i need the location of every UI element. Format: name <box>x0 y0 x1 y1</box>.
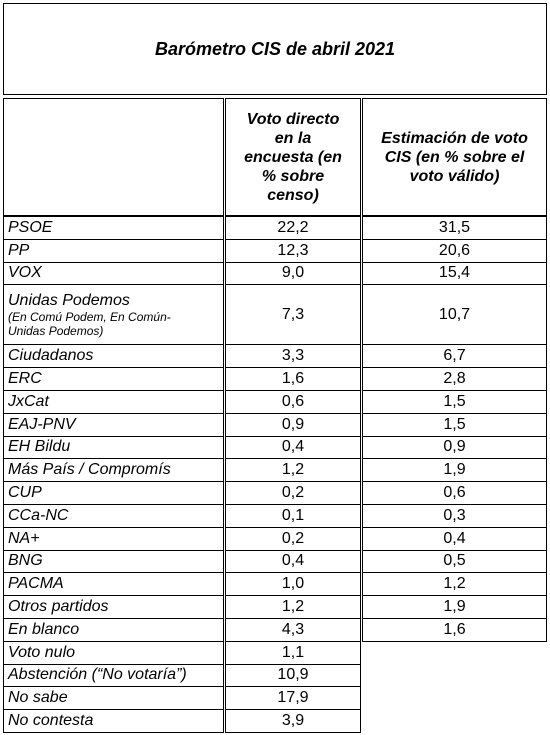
party-cell: Abstención (“No votaría”) <box>3 663 224 688</box>
estimate-vote: 1,2 <box>362 572 547 597</box>
party-cell: En blanco <box>3 618 224 642</box>
party-name: Ciudadanos <box>8 347 94 365</box>
direct-vote: 0,4 <box>225 435 361 460</box>
party-name: En blanco <box>8 620 80 638</box>
party-name: No contesta <box>8 712 94 730</box>
party-cell: Ciudadanos <box>3 344 224 369</box>
party-cell: Voto nulo <box>3 640 224 665</box>
party-cell: JxCat <box>3 390 224 414</box>
direct-vote: 1,2 <box>225 595 361 619</box>
title: Barómetro CIS de abril 2021 <box>154 38 396 59</box>
direct-vote: 1,6 <box>225 367 361 391</box>
estimate-vote: 0,9 <box>362 435 547 460</box>
party-name: EH Bildu <box>8 438 71 456</box>
party-name: Más País / Compromís <box>8 461 171 479</box>
party-cell: EH Bildu <box>3 435 224 460</box>
direct-vote: 22,2 <box>225 216 361 240</box>
party-note: (En Comú Podem, En Común-Unidas Podemos) <box>8 309 171 338</box>
direct-vote: 0,1 <box>225 504 361 528</box>
estimate-vote: 6,7 <box>362 344 547 369</box>
estimate-vote: 31,5 <box>362 216 547 240</box>
party-cell: CUP <box>3 481 224 505</box>
party-cell: Más País / Compromís <box>3 458 224 483</box>
party-cell: ERC <box>3 367 224 391</box>
party-name: Voto nulo <box>8 643 76 661</box>
party-cell: PSOE <box>3 216 224 240</box>
estimate-vote: 20,6 <box>362 238 547 263</box>
direct-vote: 4,3 <box>225 618 361 642</box>
party-name: PSOE <box>8 218 53 236</box>
party-cell: Otros partidos <box>3 595 224 619</box>
estimate-vote: 15,4 <box>362 261 547 286</box>
party-cell: No contesta <box>3 709 224 733</box>
header-empty <box>3 98 224 216</box>
direct-vote: 0,2 <box>225 481 361 505</box>
party-cell: No sabe <box>3 686 224 711</box>
party-cell: EAJ-PNV <box>3 412 224 437</box>
party-cell: Unidas Podemos (En Comú Podem, En Común-U… <box>3 284 224 346</box>
party-cell: PP <box>3 238 224 263</box>
direct-vote: 17,9 <box>225 686 361 711</box>
party-cell: PACMA <box>3 572 224 597</box>
estimate-vote: 1,5 <box>362 390 547 414</box>
estimate-vote: 1,6 <box>362 618 547 642</box>
party-name: NA+ <box>8 529 40 547</box>
direct-vote: 0,2 <box>225 526 361 551</box>
party-name: PP <box>8 241 30 259</box>
direct-vote: 10,9 <box>225 663 361 688</box>
estimate-vote: 1,5 <box>362 412 547 437</box>
direct-vote: 1,0 <box>225 572 361 597</box>
party-name: ERC <box>8 370 42 388</box>
direct-vote: 0,6 <box>225 390 361 414</box>
title-cell: Barómetro CIS de abril 2021 <box>3 3 547 95</box>
party-name: Unidas Podemos <box>8 291 130 309</box>
direct-vote: 0,4 <box>225 549 361 574</box>
party-name: VOX <box>8 264 42 282</box>
direct-vote: 3,3 <box>225 344 361 369</box>
party-cell: BNG <box>3 549 224 574</box>
estimate-vote: 0,4 <box>362 526 547 551</box>
party-name: BNG <box>8 552 43 570</box>
party-name: CCa-NC <box>8 506 69 524</box>
party-name: No sabe <box>8 689 68 707</box>
party-name: Abstención (“No votaría”) <box>8 666 187 684</box>
header: Estimación de voto CIS (en % sobre el vo… <box>381 129 528 185</box>
estimate-vote: 0,5 <box>362 549 547 574</box>
header-cell: Estimación de voto CIS (en % sobre el vo… <box>362 98 547 216</box>
party-name: PACMA <box>8 575 64 593</box>
estimate-vote: 2,8 <box>362 367 547 391</box>
estimate-vote: 1,9 <box>362 458 547 483</box>
direct-vote: 9,0 <box>225 261 361 286</box>
party-cell: VOX <box>3 261 224 286</box>
direct-vote: 0,9 <box>225 412 361 437</box>
estimate-vote: 0,6 <box>362 481 547 505</box>
direct-vote: 12,3 <box>225 238 361 263</box>
estimate-vote: 0,3 <box>362 504 547 528</box>
header: Voto directo en la encuesta (en % sobre … <box>244 110 342 204</box>
party-name: EAJ-PNV <box>8 415 76 433</box>
direct-vote: 3,9 <box>225 709 361 733</box>
estimate-vote: 1,9 <box>362 595 547 619</box>
party-cell: CCa-NC <box>3 504 224 528</box>
direct-vote: 1,1 <box>225 640 361 665</box>
party-name: Otros partidos <box>8 598 109 616</box>
party-name: JxCat <box>8 392 49 410</box>
party-cell: NA+ <box>3 526 224 551</box>
estimate-vote: 10,7 <box>362 284 547 346</box>
header-cell: Voto directo en la encuesta (en % sobre … <box>225 98 361 216</box>
party-name: CUP <box>8 484 42 502</box>
direct-vote: 1,2 <box>225 458 361 483</box>
direct-vote: 7,3 <box>225 284 361 346</box>
